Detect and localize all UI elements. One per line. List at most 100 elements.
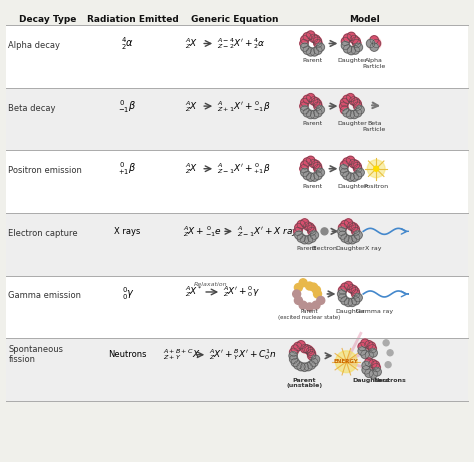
Circle shape bbox=[301, 36, 309, 44]
Circle shape bbox=[294, 342, 302, 351]
Circle shape bbox=[307, 225, 316, 233]
Text: Positron emission: Positron emission bbox=[9, 166, 82, 175]
Text: Daughter: Daughter bbox=[337, 58, 367, 63]
Text: $^A_ZX' + ^B_YX' + C^1_0n$: $^A_ZX' + ^B_YX' + C^1_0n$ bbox=[209, 347, 277, 362]
Circle shape bbox=[350, 35, 358, 43]
Text: Gamma ray: Gamma ray bbox=[356, 309, 393, 314]
Circle shape bbox=[352, 98, 360, 106]
Circle shape bbox=[341, 283, 349, 292]
Text: Daughter: Daughter bbox=[336, 246, 365, 251]
Circle shape bbox=[313, 100, 321, 108]
Circle shape bbox=[353, 162, 361, 170]
Circle shape bbox=[310, 48, 319, 56]
Circle shape bbox=[338, 293, 347, 302]
Text: $^{A+B+C}_{Z+Y}X$: $^{A+B+C}_{Z+Y}X$ bbox=[164, 347, 201, 362]
Circle shape bbox=[301, 106, 309, 114]
Circle shape bbox=[346, 110, 355, 119]
Circle shape bbox=[303, 46, 311, 55]
Circle shape bbox=[312, 160, 320, 169]
Circle shape bbox=[351, 287, 359, 296]
Text: Electron: Electron bbox=[311, 246, 337, 251]
Circle shape bbox=[295, 231, 303, 239]
Circle shape bbox=[365, 351, 374, 359]
Text: $^A_ZX^*$: $^A_ZX^*$ bbox=[185, 285, 203, 299]
Text: $^A_ZX + ^{\,0}_{-1}e$: $^A_ZX + ^{\,0}_{-1}e$ bbox=[183, 224, 222, 239]
Circle shape bbox=[312, 35, 320, 43]
Text: ENERGY: ENERGY bbox=[334, 359, 359, 364]
Circle shape bbox=[311, 355, 319, 364]
Circle shape bbox=[344, 281, 353, 290]
Circle shape bbox=[353, 39, 361, 48]
Circle shape bbox=[343, 95, 351, 103]
Circle shape bbox=[341, 297, 349, 305]
Circle shape bbox=[301, 236, 309, 244]
Circle shape bbox=[303, 158, 311, 166]
Bar bbox=[6, 276, 468, 338]
Text: $^{A}_{Z-1}X' + X\ ray$: $^{A}_{Z-1}X' + X\ ray$ bbox=[237, 224, 299, 239]
Circle shape bbox=[373, 368, 381, 376]
Circle shape bbox=[310, 283, 318, 291]
Circle shape bbox=[306, 282, 313, 290]
Circle shape bbox=[316, 168, 325, 176]
Circle shape bbox=[312, 98, 320, 106]
Circle shape bbox=[307, 173, 315, 181]
Circle shape bbox=[347, 46, 356, 55]
Text: $_{Z+1}^{A}X' + ^{\,0}_{-1}\beta$: $_{Z+1}^{A}X' + ^{\,0}_{-1}\beta$ bbox=[217, 99, 271, 114]
Circle shape bbox=[304, 222, 312, 230]
Circle shape bbox=[351, 46, 359, 54]
Text: Spontaneous
fission: Spontaneous fission bbox=[9, 345, 64, 365]
Circle shape bbox=[371, 361, 380, 369]
Circle shape bbox=[301, 43, 309, 51]
Circle shape bbox=[337, 227, 346, 236]
Text: $^{\,0}_{\,0}\gamma$: $^{\,0}_{\,0}\gamma$ bbox=[120, 286, 135, 302]
Circle shape bbox=[291, 359, 300, 367]
Circle shape bbox=[344, 236, 353, 244]
Circle shape bbox=[346, 156, 355, 164]
Circle shape bbox=[305, 346, 313, 354]
Circle shape bbox=[299, 279, 307, 287]
Circle shape bbox=[349, 97, 358, 105]
Circle shape bbox=[358, 342, 366, 351]
Circle shape bbox=[294, 361, 302, 369]
Circle shape bbox=[347, 32, 356, 41]
Circle shape bbox=[313, 37, 321, 45]
Circle shape bbox=[306, 223, 314, 231]
Circle shape bbox=[347, 285, 356, 293]
Circle shape bbox=[341, 37, 350, 46]
Circle shape bbox=[341, 234, 349, 242]
Circle shape bbox=[303, 95, 311, 103]
Circle shape bbox=[301, 98, 309, 107]
Circle shape bbox=[368, 345, 376, 353]
Circle shape bbox=[367, 36, 381, 50]
Circle shape bbox=[294, 297, 302, 304]
Circle shape bbox=[299, 301, 307, 309]
Circle shape bbox=[310, 110, 319, 119]
Circle shape bbox=[350, 173, 358, 181]
Circle shape bbox=[310, 159, 318, 168]
Circle shape bbox=[372, 364, 381, 372]
Circle shape bbox=[314, 164, 322, 173]
Circle shape bbox=[314, 102, 322, 110]
Circle shape bbox=[361, 339, 369, 347]
Circle shape bbox=[306, 303, 313, 311]
Circle shape bbox=[297, 234, 305, 242]
Circle shape bbox=[354, 171, 362, 180]
Circle shape bbox=[313, 290, 321, 298]
Circle shape bbox=[341, 220, 349, 229]
Circle shape bbox=[369, 370, 377, 378]
Circle shape bbox=[301, 363, 309, 371]
Circle shape bbox=[344, 34, 352, 42]
Circle shape bbox=[339, 164, 348, 173]
Circle shape bbox=[307, 361, 316, 369]
Circle shape bbox=[383, 340, 389, 346]
Circle shape bbox=[314, 39, 322, 48]
Circle shape bbox=[351, 225, 359, 233]
Circle shape bbox=[374, 166, 379, 171]
Circle shape bbox=[346, 173, 355, 181]
Circle shape bbox=[366, 39, 375, 48]
Text: Positron: Positron bbox=[364, 183, 389, 188]
Text: $^{A-4}_{Z-2}X' + ^4_2\alpha$: $^{A-4}_{Z-2}X' + ^4_2\alpha$ bbox=[217, 36, 266, 51]
Circle shape bbox=[348, 298, 356, 306]
Circle shape bbox=[354, 43, 363, 52]
Circle shape bbox=[338, 231, 347, 239]
